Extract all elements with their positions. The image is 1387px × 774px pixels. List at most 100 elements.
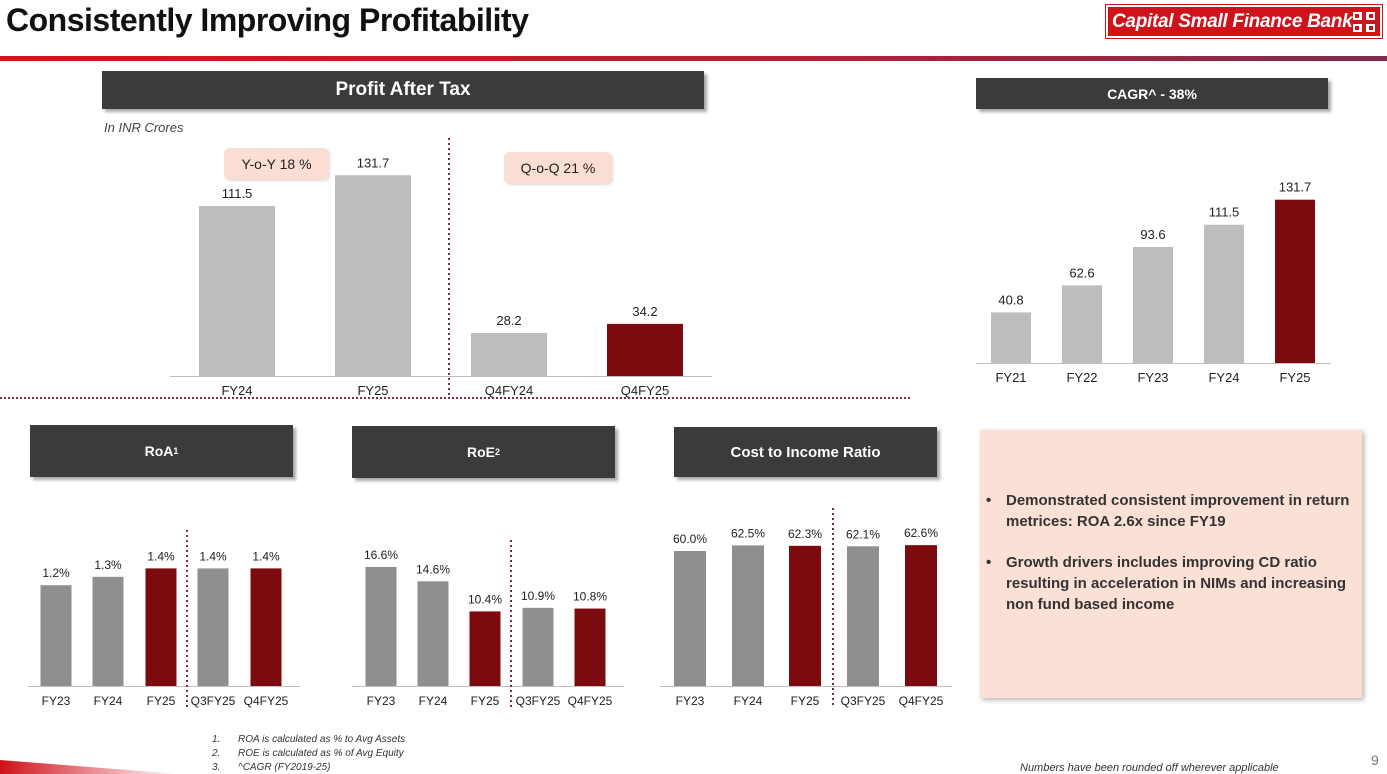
x-tick-label: FY25 xyxy=(791,694,820,708)
roa-chart-header: RoA 1 xyxy=(30,425,293,477)
x-tick-label: FY23 xyxy=(42,694,71,708)
footnote: 1. ROA is calculated as % to Avg Assets xyxy=(212,733,405,747)
bullet-icon: • xyxy=(986,554,992,571)
bar xyxy=(847,546,879,686)
x-tick-label: FY24 xyxy=(221,383,252,398)
bar xyxy=(732,545,764,686)
data-label: 10.8% xyxy=(573,590,607,604)
x-tick-label: FY23 xyxy=(367,694,396,708)
data-label: 1.2% xyxy=(42,566,70,580)
bar xyxy=(40,585,72,686)
bar xyxy=(789,545,821,686)
footnote-text: ROE is calculated as % of Avg Equity xyxy=(238,748,404,759)
corner-accent xyxy=(0,760,180,774)
commentary-text: Demonstrated consistent improvement in r… xyxy=(1006,492,1350,530)
data-label: 111.5 xyxy=(1209,205,1240,220)
rounding-note: Numbers have been rounded off wherever a… xyxy=(1020,762,1279,774)
data-label: 131.7 xyxy=(1279,180,1312,195)
data-label: 62.3% xyxy=(788,527,822,541)
bullet-icon: • xyxy=(986,492,992,509)
cti-chart-title: Cost to Income Ratio xyxy=(730,443,881,461)
bar xyxy=(199,206,275,376)
x-tick-label: Q3FY25 xyxy=(841,694,886,708)
bar xyxy=(674,551,706,686)
qoq-growth-callout: Q-o-Q 21 % xyxy=(504,152,612,184)
footnote-number: 1. xyxy=(212,734,221,745)
bar xyxy=(417,581,449,686)
data-label: 1.4% xyxy=(147,549,175,563)
bar xyxy=(471,333,547,376)
x-tick-label: Q4FY24 xyxy=(485,383,533,398)
footnote: 3. ^CAGR (FY2019-25) xyxy=(212,761,405,774)
bar xyxy=(92,576,124,686)
bar xyxy=(145,568,177,686)
x-tick-label: FY23 xyxy=(676,694,705,708)
bar xyxy=(1133,246,1173,363)
data-label: 62.6 xyxy=(1069,265,1094,280)
data-label: 10.9% xyxy=(521,589,555,603)
data-label: 62.6% xyxy=(904,526,938,540)
roa-chart: 1.2% FY23 1.3% FY24 1.4% FY25 1.4% Q3FY25 1.4% Q4… xyxy=(28,530,300,708)
bar xyxy=(1204,224,1244,363)
data-label: 60.0% xyxy=(673,532,707,546)
bar xyxy=(1062,285,1102,363)
bar xyxy=(469,611,501,686)
commentary-point: • Growth drivers includes improving CD ra… xyxy=(986,552,1356,615)
data-label: 1.4% xyxy=(199,549,227,563)
x-tick-label: Q3FY25 xyxy=(516,694,561,708)
x-tick-label: Q4FY25 xyxy=(244,694,289,708)
pat-chart-title: Profit After Tax xyxy=(335,79,471,100)
footnote-number: 3. xyxy=(212,762,221,773)
data-label: 111.5 xyxy=(222,186,253,201)
section-divider xyxy=(0,397,910,399)
x-tick-label: FY24 xyxy=(419,694,448,708)
x-tick-label: Q4FY25 xyxy=(568,694,613,708)
footnote-text: ROA is calculated as % to Avg Assets xyxy=(238,734,406,745)
data-label: 62.5% xyxy=(731,526,765,540)
footnote-text: ^CAGR (FY2019-25) xyxy=(238,762,331,773)
commentary-point: • Demonstrated consistent improvement in … xyxy=(986,490,1356,532)
pat-units-label: In INR Crores xyxy=(104,120,184,135)
data-label: 28.2 xyxy=(496,313,521,328)
x-tick-label: FY22 xyxy=(1066,370,1097,385)
bar xyxy=(250,568,282,686)
roe-chart: 16.6% FY23 14.6% FY24 10.4% FY25 10.9% Q3FY25 10… xyxy=(352,540,624,708)
cagr-chart: 40.8 FY21 62.6 FY22 93.6 FY23 111.5 FY24 131.7 FY… xyxy=(976,180,1331,385)
data-label: 34.2 xyxy=(632,304,657,319)
cti-chart-header: Cost to Income Ratio xyxy=(674,427,937,477)
data-label: 40.8 xyxy=(998,292,1023,307)
commentary-list: • Demonstrated consistent improvement in … xyxy=(986,490,1356,635)
footnote-number: 2. xyxy=(212,748,221,759)
roe-chart-header: RoE 2 xyxy=(352,426,615,478)
x-tick-label: FY25 xyxy=(147,694,176,708)
page-number: 9 xyxy=(1371,752,1379,768)
data-label: 1.4% xyxy=(252,549,280,563)
bank-logo: Capital Small Finance Bank xyxy=(1105,4,1383,39)
x-tick-label: FY25 xyxy=(471,694,500,708)
bar xyxy=(522,607,554,686)
x-tick-label: FY21 xyxy=(995,370,1026,385)
x-tick-label: FY24 xyxy=(94,694,123,708)
pat-chart-header: Profit After Tax xyxy=(102,71,704,109)
x-tick-label: FY24 xyxy=(1208,370,1239,385)
commentary-text: Growth drivers includes improving CD rat… xyxy=(1006,554,1347,613)
x-tick-label: Q4FY25 xyxy=(621,383,669,398)
x-tick-label: Q3FY25 xyxy=(191,694,236,708)
data-label: 16.6% xyxy=(364,548,398,562)
pat-chart: 111.5 FY24 131.7 FY25 28.2 Q4FY24 34.2 Q4FY25 xyxy=(170,138,712,398)
footnotes: 1. ROA is calculated as % to Avg Assets 2… xyxy=(212,733,405,774)
bar xyxy=(607,323,683,376)
x-tick-label: FY24 xyxy=(734,694,763,708)
bar xyxy=(905,545,937,686)
logo-cross-icon xyxy=(1353,12,1375,32)
x-tick-label: FY25 xyxy=(357,383,388,398)
bar xyxy=(991,312,1031,363)
roa-chart-title: RoA xyxy=(144,443,174,459)
page-title: Consistently Improving Profitability xyxy=(6,2,529,38)
roe-footnote-ref: 2 xyxy=(494,447,500,457)
cagr-chart-header: CAGR^ - 38% xyxy=(976,78,1328,109)
cti-chart: 60.0% FY23 62.5% FY24 62.3% FY25 62.1% Q3FY25 62… xyxy=(660,508,952,708)
roe-chart-title: RoE xyxy=(466,444,495,460)
cagr-chart-title: CAGR^ - 38% xyxy=(1107,85,1197,102)
data-label: 62.1% xyxy=(846,527,880,541)
